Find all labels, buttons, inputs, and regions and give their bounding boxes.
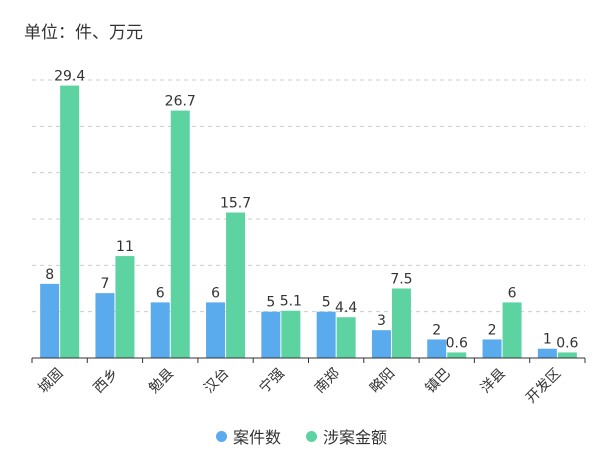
x-tick-label: 勉县 bbox=[146, 366, 177, 397]
data-label: 5 bbox=[266, 295, 275, 311]
x-tick-label: 略阳 bbox=[367, 366, 398, 397]
data-label: 11 bbox=[116, 239, 134, 255]
data-label: 2 bbox=[488, 322, 497, 338]
data-label: 0.6 bbox=[556, 335, 578, 351]
x-tick-label: 南郑 bbox=[312, 366, 343, 397]
x-axis: 城固 西乡 勉县 汉台 宁强 南郑 略阳 镇巴 洋县 开发区 bbox=[31, 357, 586, 407]
bar-amount[interactable] bbox=[170, 110, 190, 358]
bar-case-count[interactable] bbox=[371, 330, 391, 358]
bar-case-count[interactable] bbox=[316, 311, 336, 358]
bar-case-count[interactable] bbox=[427, 339, 447, 358]
data-label: 8 bbox=[45, 267, 54, 283]
data-label: 3 bbox=[377, 313, 386, 329]
legend-marker-case-count bbox=[215, 430, 227, 442]
data-label: 4.4 bbox=[335, 300, 357, 316]
legend: 案件数 涉案金额 bbox=[0, 424, 603, 448]
legend-label-case-count: 案件数 bbox=[232, 428, 281, 447]
bar-amount[interactable] bbox=[281, 310, 301, 358]
bar-case-count[interactable] bbox=[206, 302, 226, 358]
bar-case-count[interactable] bbox=[261, 311, 281, 358]
bar-case-count[interactable] bbox=[537, 348, 557, 358]
data-label: 0.6 bbox=[446, 335, 468, 351]
bar-amount[interactable] bbox=[502, 302, 522, 358]
x-tick-label: 宁强 bbox=[256, 365, 288, 397]
data-label: 2 bbox=[432, 322, 441, 338]
x-tick-label: 西乡 bbox=[91, 366, 122, 397]
bar-amount[interactable] bbox=[115, 256, 135, 358]
bar-amount[interactable] bbox=[336, 317, 356, 358]
legend-label-amount: 涉案金额 bbox=[323, 428, 388, 447]
legend-item-amount[interactable]: 涉案金额 bbox=[306, 424, 387, 448]
data-label: 6 bbox=[508, 285, 517, 301]
bar-amount[interactable] bbox=[391, 288, 411, 359]
data-label: 5.1 bbox=[280, 294, 302, 310]
data-label: 7 bbox=[100, 276, 109, 292]
bar-case-count[interactable] bbox=[482, 339, 502, 358]
unit-label: 单位：件、万元 bbox=[24, 23, 143, 43]
x-tick-label: 洋县 bbox=[478, 366, 509, 397]
bar-amount[interactable] bbox=[447, 352, 467, 358]
legend-marker-amount bbox=[306, 430, 318, 442]
x-tick-label: 开发区 bbox=[523, 366, 564, 407]
x-tick-label: 汉台 bbox=[201, 366, 232, 397]
legend-item-case-count[interactable]: 案件数 bbox=[215, 424, 281, 448]
x-tick-label: 城固 bbox=[35, 366, 66, 397]
bars bbox=[40, 85, 577, 359]
data-label: 1 bbox=[543, 332, 552, 348]
data-label: 15.7 bbox=[220, 196, 251, 212]
data-label: 6 bbox=[211, 285, 220, 301]
data-label: 26.7 bbox=[165, 94, 196, 110]
bar-amount[interactable] bbox=[226, 212, 246, 358]
bar-amount[interactable] bbox=[557, 352, 577, 358]
x-tick-label: 镇巴 bbox=[422, 366, 453, 397]
bar-case-count[interactable] bbox=[40, 283, 60, 358]
data-label: 7.5 bbox=[390, 272, 412, 288]
bar-case-count[interactable] bbox=[95, 293, 115, 358]
bar-amount[interactable] bbox=[60, 85, 80, 358]
data-label: 5 bbox=[322, 295, 331, 311]
bar-case-count[interactable] bbox=[150, 302, 170, 358]
gridlines bbox=[32, 79, 585, 313]
data-label: 29.4 bbox=[54, 69, 85, 85]
data-label: 6 bbox=[156, 285, 165, 301]
